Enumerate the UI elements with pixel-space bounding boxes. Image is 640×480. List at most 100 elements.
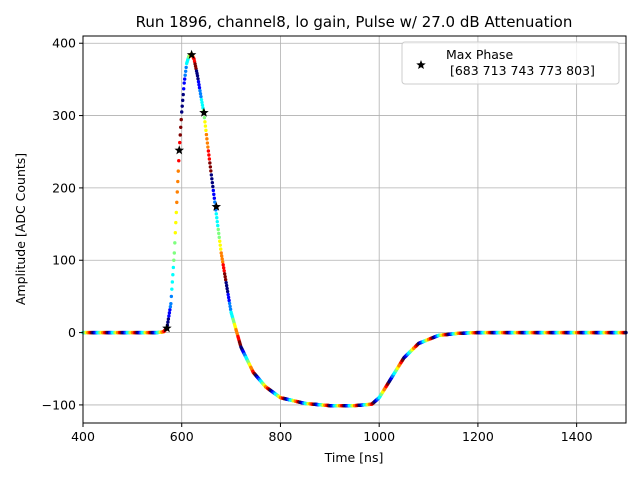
waveform-point — [183, 73, 187, 77]
waveform-point — [208, 161, 212, 165]
max-phase-star — [174, 145, 185, 155]
chart-title: Run 1896, channel8, lo gain, Pulse w/ 27… — [136, 13, 573, 31]
x-tick-label: 800 — [269, 429, 293, 444]
waveform-point — [210, 177, 214, 181]
waveform-point — [197, 86, 202, 90]
waveform-point — [173, 241, 177, 245]
legend-label: Max Phase — [446, 47, 513, 62]
waveform-point — [216, 223, 220, 228]
waveform-point — [202, 115, 207, 120]
waveform-point — [227, 298, 231, 303]
waveform-point — [228, 304, 232, 309]
waveform-point — [219, 251, 223, 255]
legend: Max Phase [683 713 743 773 803] — [401, 41, 620, 85]
waveform-point — [171, 265, 176, 270]
waveform-point — [205, 141, 210, 145]
legend-star-marker — [416, 60, 426, 70]
waveform-point — [180, 110, 184, 114]
y-tick-label: 400 — [52, 36, 76, 51]
waveform-point — [182, 77, 187, 81]
plot-frame — [82, 35, 627, 424]
waveform-point — [172, 258, 176, 262]
waveform-point — [170, 280, 175, 284]
waveform-point — [217, 235, 221, 240]
waveform-point — [170, 287, 174, 291]
waveform-point — [198, 89, 202, 93]
waveform-point — [203, 120, 207, 124]
legend-box — [401, 41, 620, 85]
x-tick-label: 1400 — [561, 429, 593, 444]
waveform-point — [199, 94, 203, 99]
waveform-point — [221, 263, 225, 267]
max-phase-series — [162, 49, 222, 333]
waveform-point — [173, 231, 178, 235]
x-tick-label: 400 — [71, 429, 95, 444]
x-tick-label: 600 — [170, 429, 194, 444]
waveform-point — [213, 200, 217, 204]
x-axis-label: Time [ns] — [324, 450, 384, 465]
waveform-point — [226, 295, 231, 300]
waveform-point — [218, 243, 222, 247]
x-tick-label: 1000 — [363, 429, 395, 444]
waveform-point — [174, 220, 178, 225]
waveform-point — [168, 308, 172, 312]
waveform-point — [169, 294, 174, 299]
waveform-point — [207, 157, 212, 161]
waveform-point — [175, 200, 179, 205]
waveform-point — [179, 117, 183, 122]
waveform-point — [182, 87, 186, 91]
waveform-point — [200, 100, 204, 105]
waveform-point — [176, 169, 180, 173]
waveform-point — [182, 81, 186, 85]
waveform-point — [206, 145, 210, 149]
waveform-point — [224, 283, 229, 288]
waveform-point — [174, 210, 178, 215]
waveform-point — [219, 247, 223, 251]
waveform-point — [215, 219, 219, 224]
waveform-point — [220, 254, 224, 258]
y-tick-label: 0 — [68, 325, 76, 340]
waveform-point — [200, 103, 205, 107]
waveform-point — [176, 179, 180, 184]
waveform-point — [223, 278, 228, 282]
waveform-point — [212, 192, 216, 197]
max-phase-star — [211, 201, 222, 211]
waveform-point — [215, 216, 219, 220]
waveform-point — [226, 292, 230, 297]
max-phase-star — [186, 49, 197, 59]
waveform-point — [221, 266, 226, 270]
waveform-point — [212, 196, 217, 200]
waveform-point — [209, 173, 214, 177]
waveform-point — [168, 305, 173, 309]
waveform-point — [183, 69, 188, 74]
waveform-point — [203, 124, 208, 128]
waveform-point — [227, 301, 232, 306]
max-phase-star — [199, 107, 209, 117]
waveform-point — [217, 231, 221, 236]
waveform-point — [204, 128, 208, 133]
waveform-point — [224, 280, 228, 285]
waveform-point — [178, 140, 182, 145]
x-tick-label: 1200 — [462, 429, 494, 444]
waveform-point — [216, 227, 220, 232]
waveform-point — [175, 190, 179, 194]
waveform-point — [205, 137, 209, 141]
waveform-point — [214, 212, 218, 216]
waveform-series — [81, 52, 628, 408]
y-tick-label: 100 — [52, 253, 76, 268]
waveform-point — [184, 65, 188, 70]
max-phase-star — [162, 323, 172, 333]
waveform-point — [167, 314, 171, 318]
y-tick-label: −100 — [42, 397, 76, 412]
waveform-point — [211, 188, 216, 193]
waveform-point — [228, 307, 233, 312]
waveform-point — [218, 239, 222, 243]
waveform-point — [210, 180, 215, 185]
waveform-point — [209, 169, 213, 173]
waveform-point — [178, 133, 182, 137]
y-tick-label: 300 — [52, 108, 76, 123]
waveform-point — [195, 74, 200, 78]
waveform-point — [222, 272, 227, 276]
waveform-point — [221, 260, 225, 264]
